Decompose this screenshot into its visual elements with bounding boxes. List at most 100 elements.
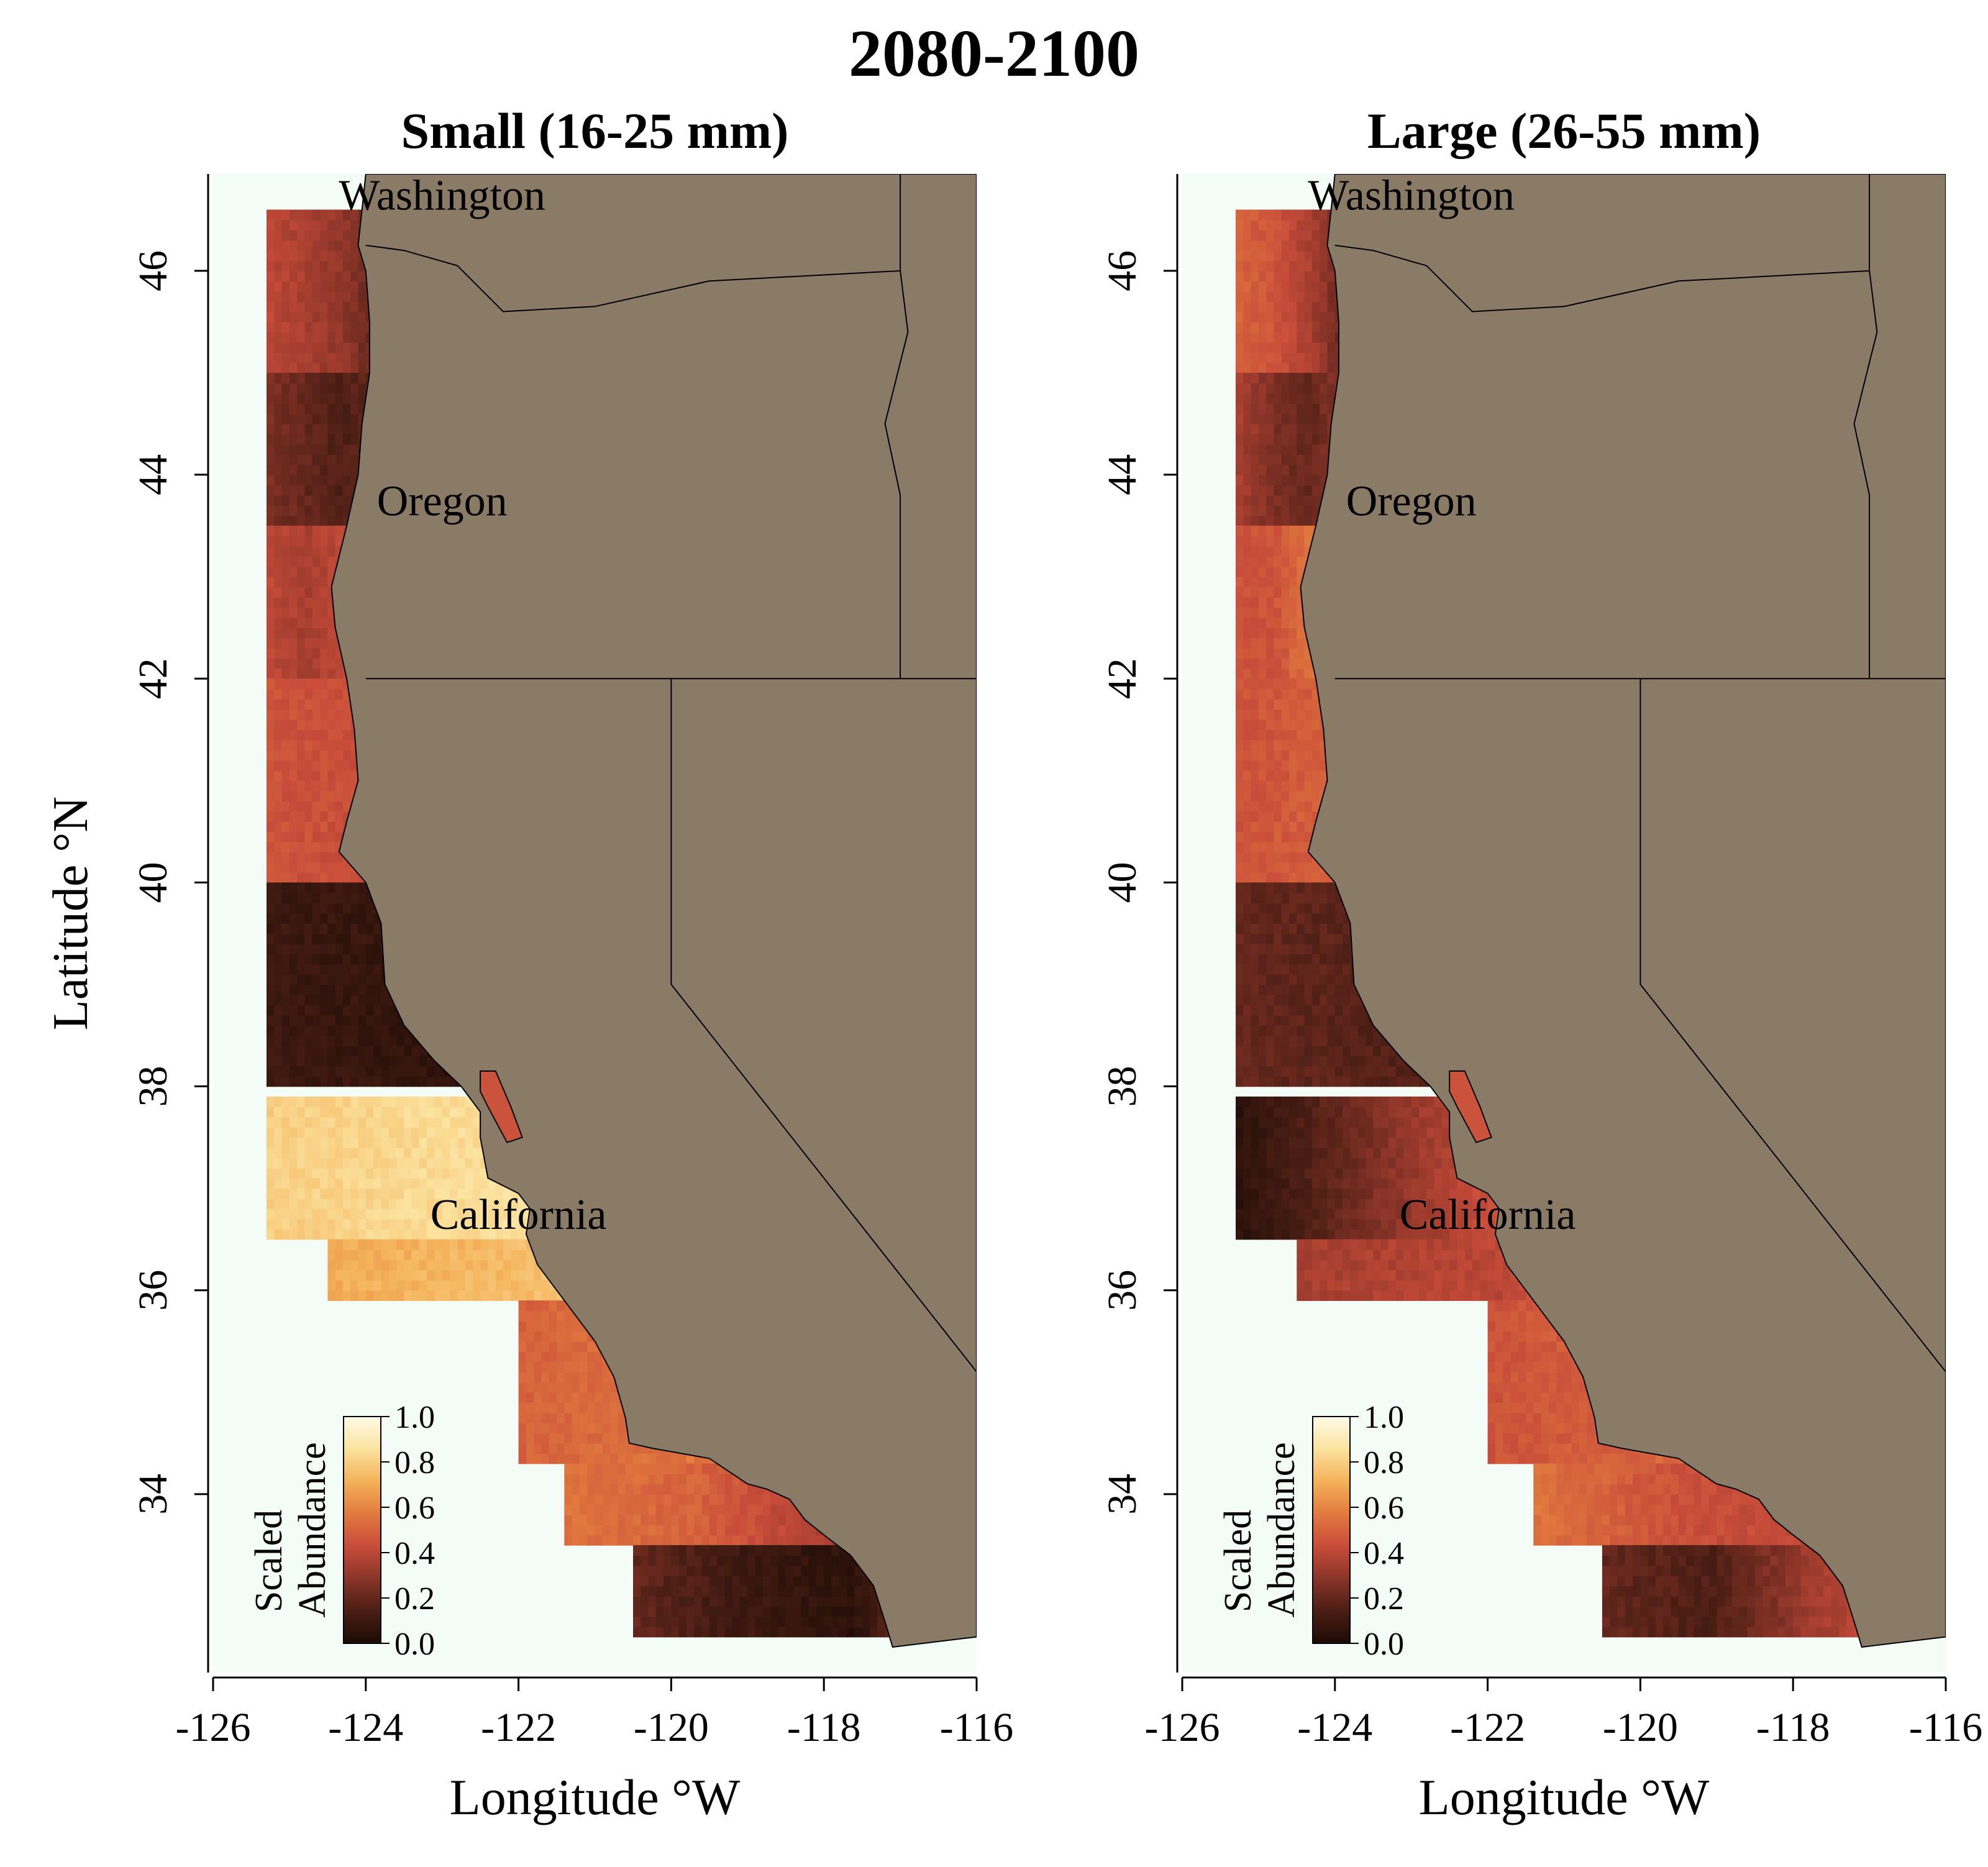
heatmap-cell (320, 964, 329, 975)
heatmap-cell (312, 709, 321, 720)
heatmap-cell (358, 903, 367, 914)
heatmap-cell (312, 648, 321, 659)
heatmap-cell (427, 1218, 435, 1230)
heatmap-cell (289, 821, 298, 833)
heatmap-cell (312, 403, 321, 414)
heatmap-cell (365, 1178, 374, 1189)
heatmap-cell (274, 923, 283, 934)
heatmap-cell (327, 332, 336, 343)
heatmap-cell (327, 841, 336, 852)
heatmap-cell (304, 750, 313, 761)
heatmap-cell (274, 270, 283, 282)
heatmap-cell (350, 332, 359, 343)
heatmap-cell (327, 321, 336, 333)
heatmap-cell (327, 678, 336, 690)
heatmap-cell (267, 688, 275, 700)
heatmap-cell (450, 1218, 458, 1230)
heatmap-cell (335, 1005, 344, 1016)
heatmap-cell (335, 1167, 344, 1179)
heatmap-cell (297, 1229, 306, 1240)
heatmap-cell (289, 1005, 298, 1016)
heatmap-cell (320, 1157, 329, 1169)
heatmap-cell (434, 1076, 443, 1087)
heatmap-cell (281, 709, 290, 720)
heatmap-cell (297, 954, 306, 965)
heatmap-cell (304, 393, 313, 404)
heatmap-cell (320, 628, 329, 639)
heatmap-cell (373, 1066, 382, 1077)
heatmap-cell (427, 1229, 435, 1240)
heatmap-cell (342, 862, 351, 873)
heatmap-cell (404, 1045, 413, 1057)
heatmap-cell (281, 209, 290, 221)
heatmap-cell (358, 892, 367, 903)
heatmap-cell (289, 1198, 298, 1210)
heatmap-cell (312, 790, 321, 801)
heatmap-cell (289, 566, 298, 577)
heatmap-cell (267, 230, 275, 241)
heatmap-cell (281, 780, 290, 792)
heatmap-cell (342, 464, 351, 475)
heatmap-cell (457, 1188, 466, 1199)
heatmap-cell (297, 362, 306, 373)
heatmap-cell (327, 444, 336, 455)
heatmap-cell (312, 1035, 321, 1046)
heatmap-cell (274, 596, 283, 608)
heatmap-cell (274, 994, 283, 1006)
heatmap-cell (304, 923, 313, 934)
heatmap-cell (289, 230, 298, 241)
heatmap-cell (335, 1188, 344, 1199)
heatmap-cell (312, 1178, 321, 1189)
heatmap-cell (358, 393, 367, 404)
heatmap-cell (297, 352, 306, 363)
heatmap-cell (289, 526, 298, 537)
heatmap-cell (281, 1066, 290, 1077)
heatmap-cell (320, 801, 329, 812)
heatmap-cell (274, 964, 283, 975)
heatmap-cell (289, 577, 298, 588)
heatmap-cell (312, 719, 321, 730)
heatmap-cell (312, 760, 321, 771)
heatmap-cell (427, 1198, 435, 1210)
heatmap-cell (267, 1218, 275, 1230)
heatmap-cell (274, 1045, 283, 1057)
heatmap-cell (304, 678, 313, 690)
heatmap-cell (335, 505, 344, 516)
heatmap-cell (274, 862, 283, 873)
heatmap-cell (335, 1178, 344, 1189)
heatmap-cell (335, 219, 344, 231)
heatmap-cell (281, 648, 290, 659)
heatmap-cell (304, 841, 313, 852)
heatmap-cell (358, 1229, 367, 1240)
heatmap-cell (320, 892, 329, 903)
heatmap-cell (281, 964, 290, 975)
heatmap-cell (297, 260, 306, 272)
heatmap-cell (274, 811, 283, 822)
heatmap-cell (267, 270, 275, 282)
heatmap-cell (312, 964, 321, 975)
heatmap-cell (342, 332, 351, 343)
heatmap-cell (312, 699, 321, 710)
heatmap-cell (281, 434, 290, 445)
heatmap-cell (327, 954, 336, 965)
heatmap-cell (320, 872, 329, 883)
heatmap-cell (427, 1188, 435, 1199)
heatmap-cell (434, 1066, 443, 1077)
heatmap-cell (327, 240, 336, 251)
heatmap-cell (312, 321, 321, 333)
heatmap-cell (465, 1218, 473, 1230)
heatmap-cell (327, 311, 336, 322)
heatmap-cell (297, 1178, 306, 1189)
y-axis-label: Latitude °N (43, 797, 98, 1030)
heatmap-cell (312, 566, 321, 577)
heatmap-cell (304, 536, 313, 547)
heatmap-cell (297, 219, 306, 231)
heatmap-cell (289, 709, 298, 720)
heatmap-cell (297, 545, 306, 557)
heatmap-cell (289, 739, 298, 751)
heatmap-cell (281, 739, 290, 751)
heatmap-cell (320, 750, 329, 761)
heatmap-cell (404, 1229, 413, 1240)
heatmap-cell (281, 596, 290, 608)
heatmap-cell (267, 780, 275, 792)
